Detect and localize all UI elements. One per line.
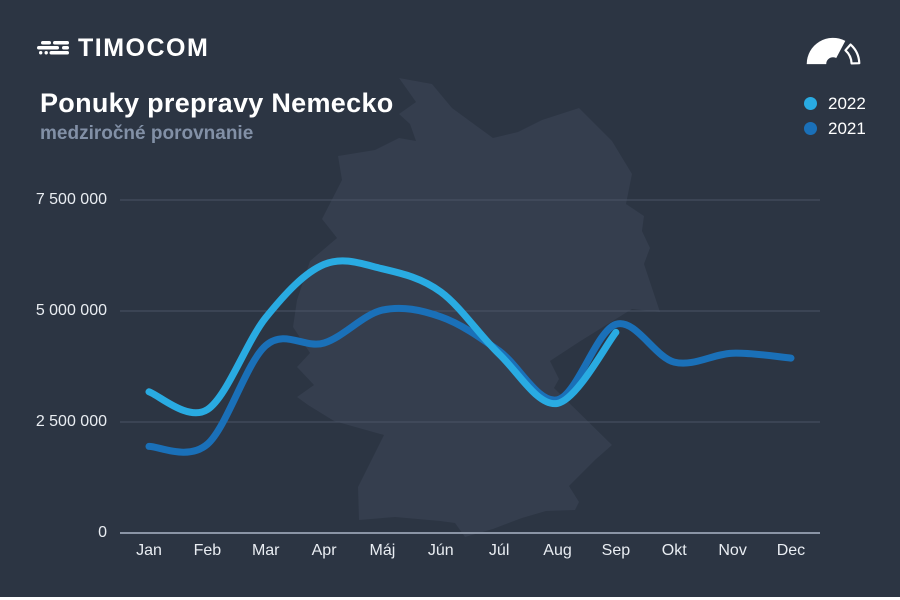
legend: 2022 2021 bbox=[804, 92, 866, 140]
legend-item-2022: 2022 bbox=[804, 92, 866, 115]
timocom-logo: TIMOCOM bbox=[37, 34, 209, 62]
series-line-2022 bbox=[145, 257, 620, 417]
x-axis-month-label: Nov bbox=[718, 542, 747, 559]
bottom-border-strip bbox=[0, 597, 900, 600]
series-line-2021 bbox=[145, 304, 795, 456]
x-axis-month-label: Jan bbox=[136, 542, 162, 559]
page-subtitle: medziročné porovnanie bbox=[40, 123, 254, 144]
page-title: Ponuky prepravy Nemecko bbox=[40, 88, 394, 118]
y-axis-tick-label: 0 bbox=[98, 524, 107, 541]
y-axis-tick-label: 5 000 000 bbox=[35, 302, 107, 319]
y-axis-tick-label: 7 500 000 bbox=[35, 191, 107, 208]
x-axis-month-label: Júl bbox=[488, 542, 510, 559]
gridlines bbox=[120, 199, 820, 534]
legend-item-2021: 2021 bbox=[804, 117, 866, 140]
legend-dot-2022 bbox=[804, 97, 817, 110]
x-axis-month-label: Feb bbox=[193, 542, 222, 559]
legend-label-2022: 2022 bbox=[828, 94, 866, 113]
data-series bbox=[145, 257, 795, 456]
x-axis-month-label: Jún bbox=[427, 542, 454, 559]
x-axis-month-label: Dec bbox=[776, 542, 806, 559]
y-axis-tick-label: 2 500 000 bbox=[35, 413, 107, 430]
x-axis-month-label: Mar bbox=[251, 542, 280, 559]
x-axis-month-label: Máj bbox=[369, 542, 396, 559]
germany-map-silhouette bbox=[293, 78, 660, 537]
x-axis-month-label: Okt bbox=[661, 542, 687, 559]
truck-speed-lines-icon bbox=[37, 40, 69, 54]
speedometer-icon bbox=[806, 37, 861, 66]
legend-dot-2021 bbox=[804, 122, 817, 135]
logo-text: TIMOCOM bbox=[78, 34, 210, 62]
x-axis-month-label: Aug bbox=[543, 542, 572, 559]
x-axis-month-label: Apr bbox=[311, 542, 337, 559]
legend-label-2021: 2021 bbox=[828, 119, 866, 138]
x-axis-month-label: Sep bbox=[601, 542, 631, 559]
